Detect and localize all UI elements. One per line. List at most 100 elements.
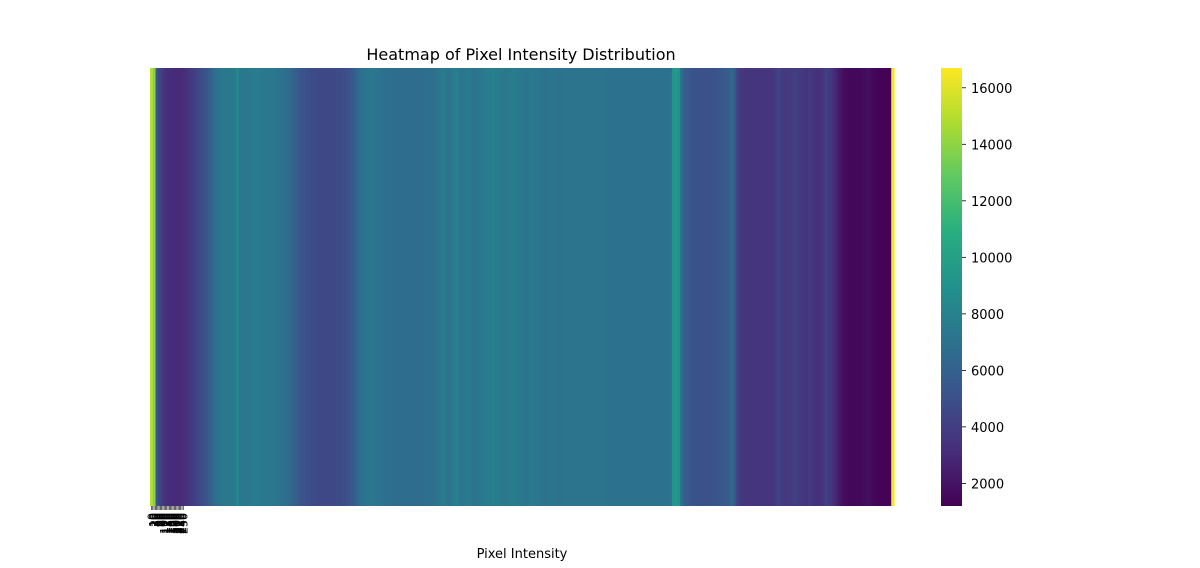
heatmap-cell <box>746 68 751 506</box>
heatmap-cell <box>166 68 171 506</box>
heatmap-cell <box>766 68 770 506</box>
heatmap-cell <box>410 68 415 506</box>
heatmap-cell <box>688 68 692 506</box>
heatmap-cell <box>641 68 645 506</box>
heatmap-cell <box>694 68 698 506</box>
heatmap-cell <box>744 68 748 506</box>
heatmap-cell <box>646 68 651 506</box>
heatmap-cell <box>224 68 229 506</box>
heatmap-cell <box>172 68 176 506</box>
heatmap-cell <box>574 68 579 506</box>
heatmap-cell <box>274 68 279 506</box>
heatmap-cell <box>602 68 606 506</box>
heatmap-cell <box>658 68 662 506</box>
heatmap-cell <box>286 68 290 506</box>
heatmap-cell <box>852 68 856 506</box>
heatmap-cell <box>871 68 876 506</box>
heatmap-cell <box>544 68 548 506</box>
heatmap-cell <box>460 68 465 506</box>
heatmap-cell <box>660 68 665 506</box>
heatmap-cell <box>397 68 401 506</box>
heatmap-cell <box>594 68 598 506</box>
heatmap-cell <box>433 68 437 506</box>
heatmap-cell <box>708 68 712 506</box>
heatmap-cell <box>735 68 740 506</box>
heatmap-cell <box>780 68 784 506</box>
heatmap-cell <box>327 68 332 506</box>
heatmap-cell <box>807 68 812 506</box>
heatmap-cell <box>372 68 376 506</box>
colorbar-tick-label: 10000 <box>971 251 1012 266</box>
chart-title: Heatmap of Pixel Intensity Distribution <box>366 45 675 64</box>
heatmap-cell <box>538 68 543 506</box>
heatmap-cell <box>377 68 382 506</box>
heatmap-cell <box>724 68 729 506</box>
heatmap-cell <box>794 68 798 506</box>
heatmap-cell <box>699 68 704 506</box>
heatmap-cell <box>438 68 443 506</box>
heatmap-cell <box>855 68 859 506</box>
heatmap-cell <box>419 68 423 506</box>
heatmap-cell <box>291 68 295 506</box>
heatmap-cell <box>619 68 623 506</box>
heatmap-cell <box>813 68 817 506</box>
heatmap-cell <box>810 68 815 506</box>
heatmap-cell <box>283 68 287 506</box>
heatmap-cell <box>841 68 845 506</box>
x-tick-label: 70 <box>154 513 167 527</box>
heatmap-cell <box>497 68 501 506</box>
heatmap-cell <box>510 68 515 506</box>
heatmap-cell <box>655 68 659 506</box>
heatmap-cell <box>177 68 182 506</box>
heatmap-cell <box>508 68 512 506</box>
heatmap-cell <box>874 68 878 506</box>
heatmap-cell <box>519 68 523 506</box>
x-axis-ticks: 0102030405060708090100110120130140150160… <box>146 506 190 534</box>
heatmap-cell <box>796 68 801 506</box>
heatmap-cell <box>158 68 162 506</box>
heatmap-cell <box>319 68 323 506</box>
x-tick-label: 160 <box>166 513 179 534</box>
heatmap-cell <box>280 68 284 506</box>
heatmap-cell <box>835 68 840 506</box>
heatmap-cell <box>330 68 334 506</box>
heatmap-cell <box>494 68 498 506</box>
heatmap-cell <box>430 68 434 506</box>
heatmap-cell <box>413 68 418 506</box>
heatmap-cell <box>882 68 887 506</box>
heatmap-cell <box>266 68 270 506</box>
heatmap-cell <box>569 68 573 506</box>
heatmap-cell <box>580 68 584 506</box>
x-tick-label: 20 <box>148 513 161 527</box>
heatmap-cell <box>832 68 837 506</box>
heatmap-cell <box>571 68 576 506</box>
heatmap-cell <box>680 68 684 506</box>
heatmap-cell <box>211 68 215 506</box>
heatmap-cell <box>447 68 451 506</box>
heatmap-cell <box>891 68 895 506</box>
heatmap-cell <box>505 68 509 506</box>
heatmap-cell <box>844 68 848 506</box>
heatmap-cell <box>233 68 237 506</box>
colorbar-tick-label: 16000 <box>971 82 1012 97</box>
heatmap-cell <box>738 68 742 506</box>
heatmap-cell <box>560 68 565 506</box>
heatmap-cell <box>630 68 634 506</box>
colorbar-tick-label: 8000 <box>971 308 1004 323</box>
heatmap-cell <box>691 68 695 506</box>
heatmap-cell <box>757 68 762 506</box>
heatmap-cell <box>427 68 431 506</box>
heatmap-cell <box>546 68 551 506</box>
heatmap-cell <box>624 68 629 506</box>
heatmap-cell <box>627 68 631 506</box>
heatmap-cell <box>721 68 726 506</box>
colorbar-tick-label: 4000 <box>971 421 1004 436</box>
heatmap-cell <box>288 68 293 506</box>
heatmap-cell <box>208 68 212 506</box>
heatmap-cell <box>782 68 787 506</box>
heatmap-cell <box>719 68 723 506</box>
heatmap-cell <box>163 68 168 506</box>
heatmap-cell <box>674 68 679 506</box>
heatmap-cell <box>236 68 240 506</box>
heatmap-cell <box>663 68 667 506</box>
